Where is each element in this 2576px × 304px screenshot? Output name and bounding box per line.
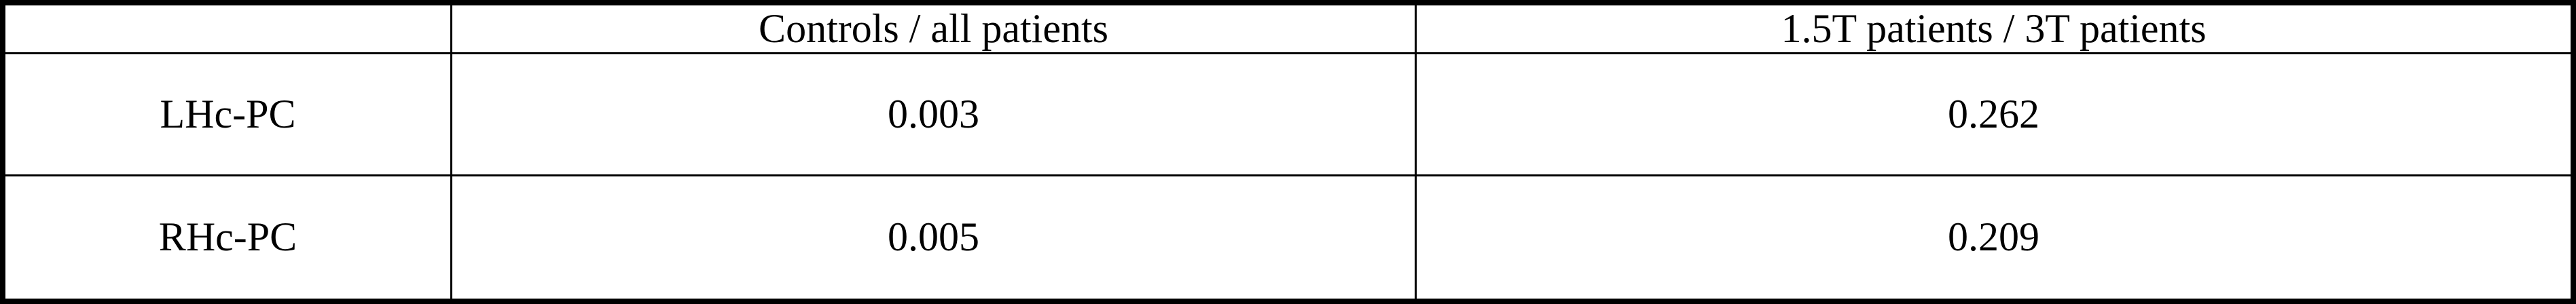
header-row: Controls / all patients 1.5T patients / … [1,1,2575,54]
column-header-1-5t-vs-3t-patients: 1.5T patients / 3T patients [1415,1,2575,54]
value-cell-lhc-pc-field-strength: 0.262 [1415,52,2575,176]
value-cell-rhc-pc-controls: 0.005 [450,174,1417,303]
column-header-controls-all-patients: Controls / all patients [450,1,1417,54]
table-row-lhc-pc: LHc-PC 0.003 0.262 [1,52,2575,176]
row-label-rhc-pc: RHc-PC [1,174,452,303]
corner-cell [1,1,452,54]
row-label-lhc-pc: LHc-PC [1,52,452,176]
table-row-rhc-pc: RHc-PC 0.005 0.209 [1,174,2575,303]
value-cell-rhc-pc-field-strength: 0.209 [1415,174,2575,303]
value-cell-lhc-pc-controls: 0.003 [450,52,1417,176]
